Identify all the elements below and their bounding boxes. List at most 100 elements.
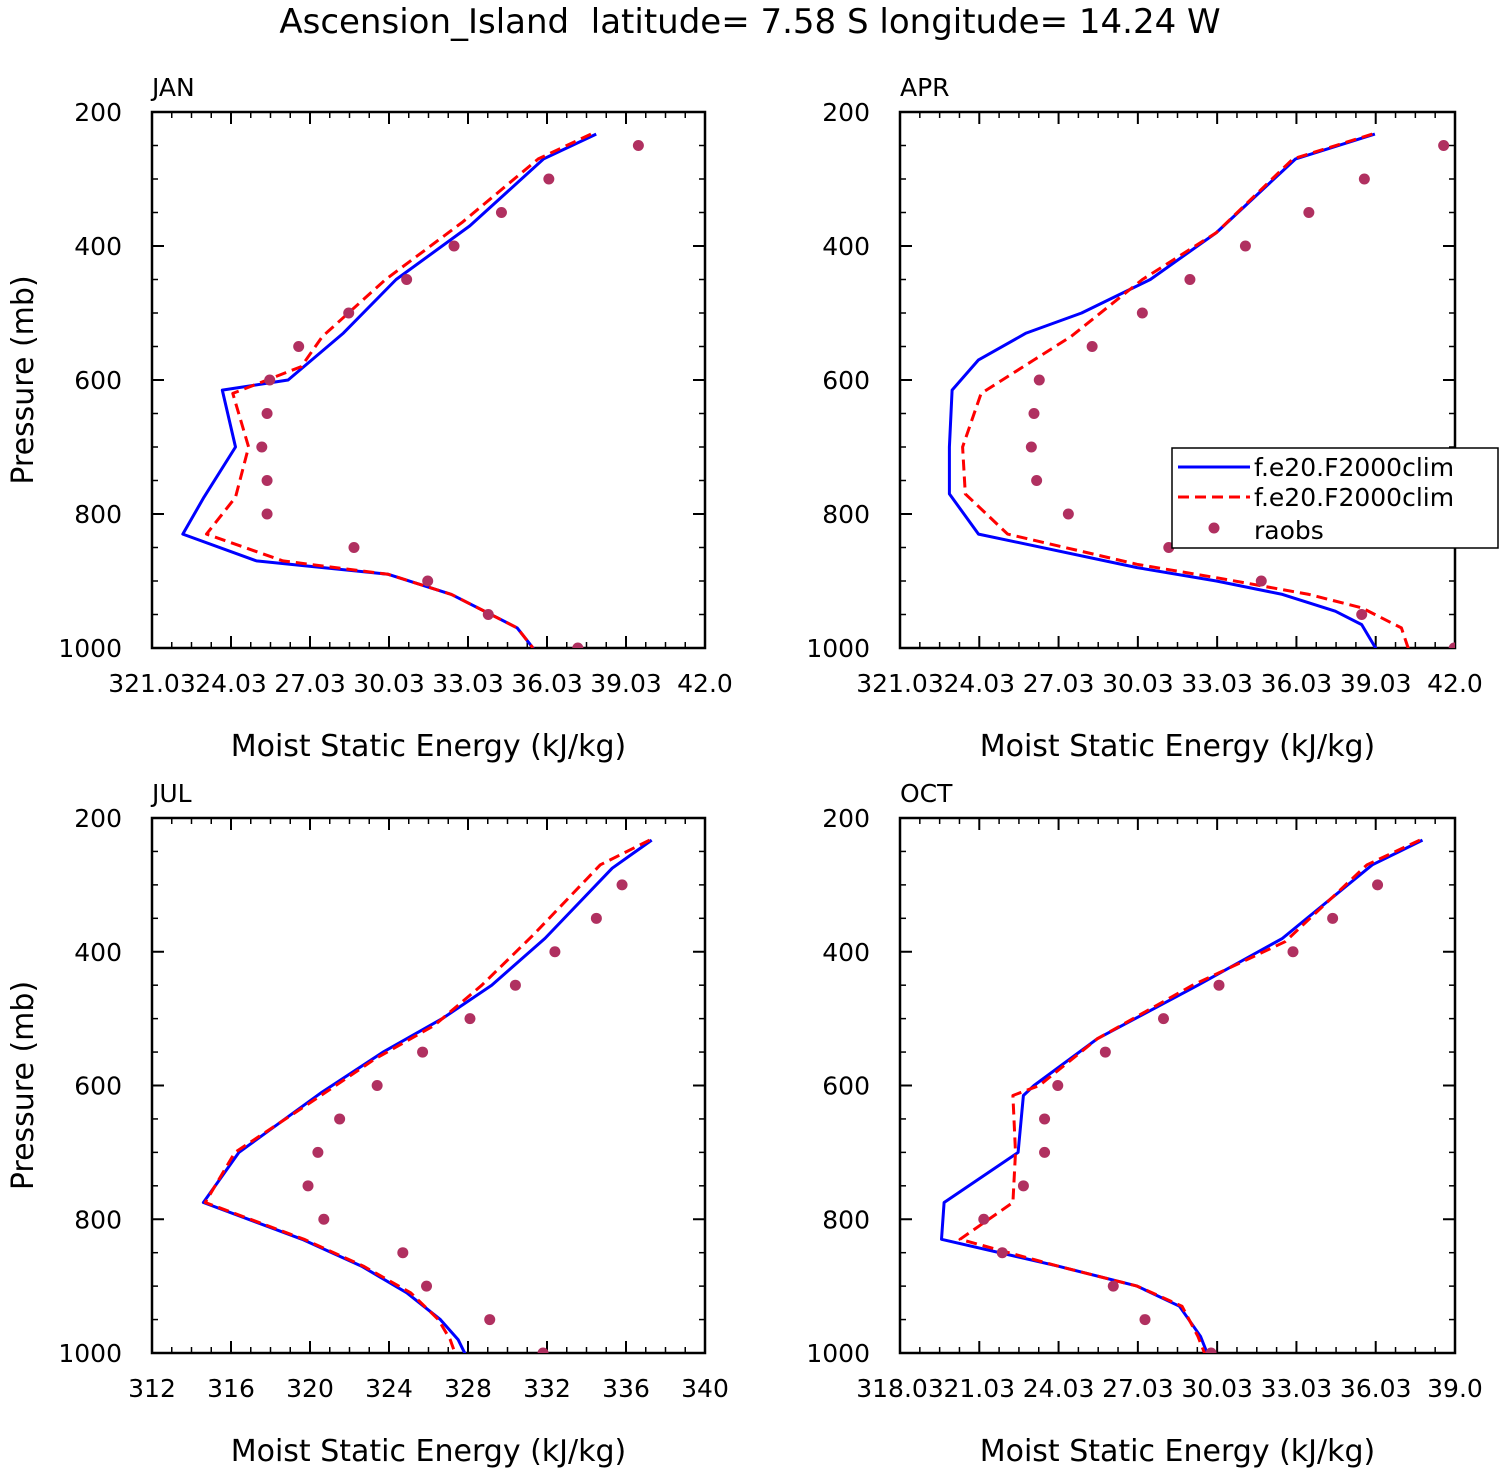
raobs-point <box>1062 508 1074 520</box>
raobs-point <box>549 946 561 958</box>
panel-label: JUL <box>150 779 192 808</box>
x-tick-label: 36.03 <box>1261 669 1333 698</box>
raobs-point <box>348 542 360 553</box>
raobs-point <box>421 1280 433 1292</box>
raobs-point <box>1025 441 1037 453</box>
x-axis-label: Moist Static Energy (kJ/kg) <box>980 729 1376 764</box>
x-tick-label: 24.03 <box>943 669 1015 698</box>
raobs-point <box>1184 274 1196 285</box>
y-tick-label: 1000 <box>806 634 870 663</box>
raobs-point <box>509 979 521 991</box>
y-tick-label: 200 <box>822 98 870 127</box>
panel-jul: JUL 312 316 320 324 328 332 336 340 200 400 600 800 1… <box>6 779 729 1469</box>
x-tick-label: 340 <box>681 1374 729 1403</box>
y-tick-label: 1000 <box>58 1339 122 1368</box>
raobs-point <box>401 274 413 285</box>
plot-frame <box>150 110 707 650</box>
data-layer <box>201 838 653 1353</box>
y-tick-label: 600 <box>822 1072 870 1101</box>
panel-oct: OCT 318.03 21.03 24.03 27.03 30.03 33.03 36.03 3… <box>806 779 1482 1469</box>
raobs-point <box>1205 1347 1217 1353</box>
raobs-point <box>1028 408 1040 419</box>
y-tick-label: 400 <box>822 938 870 967</box>
panel-jan: JAN 321.03 24.03 27.03 30.03 33.03 36.03 39.03 4… <box>6 73 733 764</box>
raobs-point <box>256 441 268 453</box>
x-tick-label: 318.03 <box>856 1374 943 1403</box>
y-tick-label: 600 <box>74 1072 122 1101</box>
raobs-point <box>1358 173 1370 185</box>
y-tick-label: 200 <box>74 98 122 127</box>
y-tick-label: 800 <box>822 1205 870 1234</box>
y-tick-label: 400 <box>822 232 870 261</box>
raobs-point <box>448 240 460 252</box>
raobs-point <box>1255 575 1267 587</box>
legend-marker-raobs <box>1208 522 1220 534</box>
raobs-point <box>343 307 355 319</box>
raobs-point <box>318 1213 330 1225</box>
x-tick-label: 42.0 <box>1427 669 1483 698</box>
raobs-point <box>482 609 494 620</box>
x-tick-label: 27.03 <box>1023 669 1095 698</box>
series-line-model1 <box>201 838 653 1353</box>
panel-label: APR <box>900 73 950 102</box>
y-tick-label: 200 <box>74 804 122 833</box>
x-tick-label: 27.03 <box>274 669 346 698</box>
raobs-point <box>371 1080 383 1091</box>
x-tick-label: 321.03 <box>108 669 195 698</box>
panel-label: JAN <box>150 73 195 102</box>
x-tick-label: 24.03 <box>1023 1374 1095 1403</box>
raobs-point <box>495 207 507 218</box>
raobs-point <box>572 642 584 648</box>
y-tick-label: 400 <box>74 232 122 261</box>
y-axis-label: Pressure (mb) <box>6 275 41 484</box>
x-tick-label: 30.03 <box>1102 669 1174 698</box>
raobs-point <box>1039 1146 1051 1158</box>
raobs-point <box>417 1046 429 1058</box>
y-tick-label: 800 <box>74 1205 122 1234</box>
raobs-point <box>1039 1113 1051 1125</box>
raobs-point <box>1372 879 1384 891</box>
x-tick-label: 33.03 <box>1261 1374 1333 1403</box>
raobs-point <box>1139 1314 1151 1326</box>
raobs-point <box>632 140 644 151</box>
raobs-point <box>978 1213 990 1225</box>
raobs-point <box>616 879 628 891</box>
x-axis-label: Moist Static Energy (kJ/kg) <box>231 729 627 764</box>
x-tick-label: 39.03 <box>590 669 662 698</box>
x-tick-label: 39.0 <box>1427 1374 1483 1403</box>
series-line-model2 <box>961 132 1410 648</box>
x-tick-label: 42.0 <box>677 669 733 698</box>
legend-label: f.e20.F2000clim <box>1254 453 1454 482</box>
raobs-point <box>1099 1046 1111 1058</box>
raobs-point <box>264 374 276 386</box>
y-tick-label: 200 <box>822 804 870 833</box>
raobs-point <box>1287 946 1299 958</box>
x-tick-label: 336 <box>602 1374 650 1403</box>
raobs-point <box>1448 642 1455 648</box>
x-tick-label: 320 <box>286 1374 334 1403</box>
raobs-point <box>1136 307 1148 319</box>
raobs-point <box>302 1180 314 1192</box>
raobs-point <box>1052 1080 1064 1091</box>
series-line-model2 <box>958 838 1421 1353</box>
raobs-point <box>590 912 602 924</box>
raobs-point <box>293 341 305 352</box>
x-tick-label: 39.03 <box>1340 669 1412 698</box>
x-tick-label: 30.03 <box>1181 1374 1253 1403</box>
raobs-point <box>543 173 555 185</box>
raobs-point <box>464 1013 476 1025</box>
x-tick-label: 312 <box>128 1374 176 1403</box>
raobs-point <box>537 1347 549 1353</box>
y-tick-label: 800 <box>822 500 870 529</box>
legend-label: f.e20.F2000clim <box>1254 483 1454 512</box>
plot-frame <box>150 816 707 1355</box>
raobs-point <box>422 575 434 587</box>
x-axis-label: Moist Static Energy (kJ/kg) <box>980 1434 1376 1469</box>
x-tick-label: 36.03 <box>1340 1374 1412 1403</box>
series-line-model2 <box>203 838 651 1353</box>
x-tick-label: 324 <box>365 1374 413 1403</box>
raobs-point <box>312 1146 324 1158</box>
